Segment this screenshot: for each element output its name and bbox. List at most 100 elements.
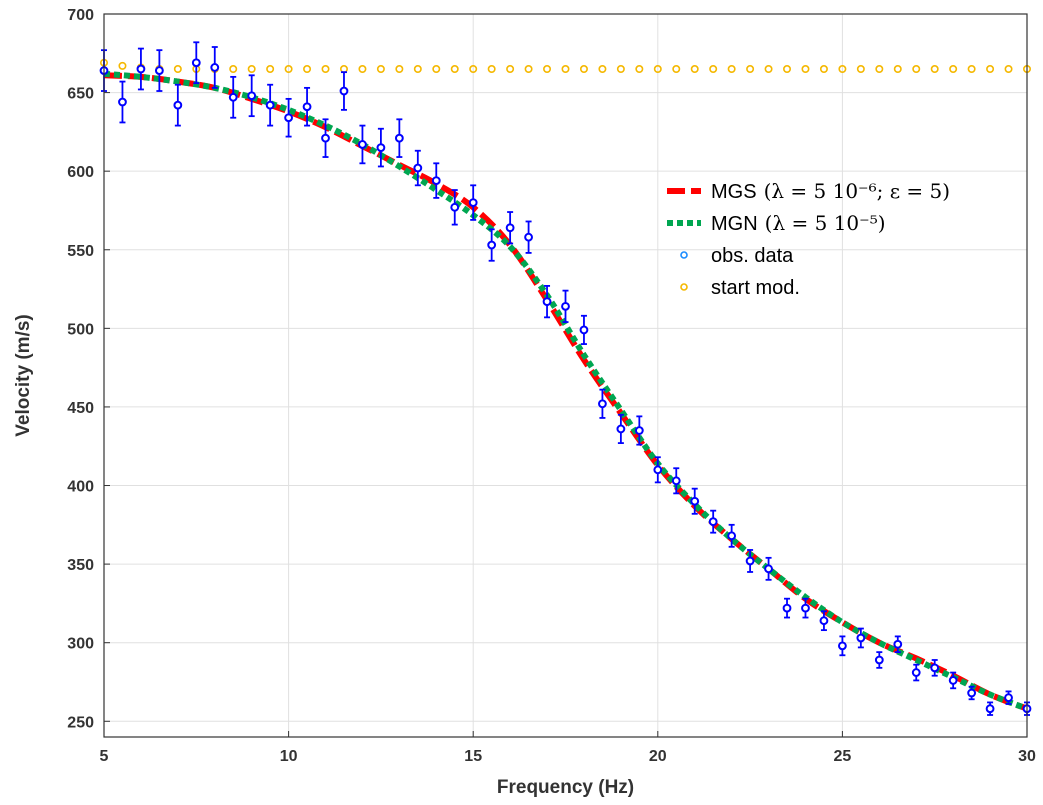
- start-model-point: [450, 65, 459, 74]
- obs-data-point: [431, 162, 441, 199]
- start-model-point: [746, 65, 755, 74]
- axis-ticks: 5 10 15 20 25 30 250 300 350 400 450 500 550 600 650 70…: [67, 7, 1036, 765]
- obs-marker: [616, 424, 626, 434]
- y-tick-label: 550: [67, 243, 94, 260]
- start-model-point: [432, 65, 441, 74]
- obs-data-point: [339, 71, 349, 111]
- obs-marker: [874, 655, 884, 665]
- obs-data-point: [265, 83, 275, 127]
- obs-data-point: [801, 597, 810, 619]
- obs-marker: [634, 426, 644, 435]
- start-model-point: [247, 65, 256, 74]
- obs-data-point: [671, 467, 681, 495]
- start-model-point: [561, 65, 570, 74]
- y-axis-label: Velocity (m/s): [13, 314, 34, 437]
- start-model-point: [875, 65, 884, 74]
- start-model-point: [912, 65, 921, 74]
- start-model-point: [653, 65, 662, 74]
- legend-swatch-obs: [680, 251, 688, 259]
- obs-marker: [708, 517, 718, 527]
- y-tick-label: 700: [67, 7, 94, 24]
- obs-data-point: [838, 635, 847, 657]
- obs-marker: [653, 465, 663, 475]
- x-tick-label: 25: [834, 748, 852, 765]
- obs-marker: [690, 496, 700, 506]
- obs-marker: [524, 232, 533, 242]
- obs-marker: [284, 113, 294, 123]
- obs-data-point: [745, 549, 755, 573]
- obs-data-point: [579, 314, 589, 345]
- obs-data-point: [394, 118, 404, 158]
- obs-marker: [118, 97, 127, 107]
- start-model-point: [303, 65, 312, 74]
- start-model-point: [339, 65, 348, 74]
- start-model-point: [1004, 65, 1013, 74]
- start-model-point: [709, 65, 718, 74]
- start-model-point: [524, 65, 533, 74]
- start-model-point: [321, 65, 330, 74]
- obs-marker: [745, 556, 755, 566]
- obs-data-point: [985, 701, 995, 716]
- obs-marker: [154, 66, 164, 75]
- start-model-point: [893, 65, 902, 74]
- obs-marker: [468, 198, 478, 208]
- start-model-point: [469, 65, 478, 74]
- obs-marker: [838, 641, 847, 651]
- obs-marker: [173, 100, 183, 110]
- start-model-point: [266, 65, 275, 74]
- obs-marker: [542, 297, 552, 307]
- start-model-point: [487, 65, 496, 74]
- start-model-point: [358, 65, 367, 74]
- obs-data-point: [598, 388, 607, 419]
- obs-marker: [302, 102, 312, 112]
- observed-data-series: [99, 41, 1032, 716]
- start-model-point: [819, 65, 828, 74]
- obs-data-point: [210, 46, 220, 89]
- start-model-point: [395, 65, 404, 74]
- obs-data-point: [634, 415, 644, 446]
- x-tick-label: 10: [280, 748, 298, 765]
- obs-data-point: [561, 289, 570, 323]
- start-model-series: [100, 58, 1031, 74]
- obs-data-point: [856, 627, 866, 649]
- obs-data-point: [413, 149, 423, 187]
- obs-marker: [819, 616, 829, 626]
- obs-marker: [782, 603, 792, 613]
- start-model-point: [967, 65, 976, 74]
- start-model-point: [173, 65, 182, 74]
- obs-data-point: [708, 509, 718, 534]
- start-model-point: [579, 65, 588, 74]
- y-tick-label: 250: [67, 714, 94, 731]
- obs-data-point: [376, 127, 386, 168]
- obs-marker: [191, 58, 201, 68]
- plot-frame: [103, 13, 1028, 738]
- y-tick-label: 400: [67, 479, 94, 496]
- x-tick-label: 30: [1018, 748, 1036, 765]
- obs-marker: [561, 301, 570, 311]
- obs-marker: [671, 476, 681, 486]
- start-model-point: [413, 65, 422, 74]
- obs-data-point: [874, 651, 884, 669]
- start-model-point: [543, 65, 552, 74]
- start-model-point: [635, 65, 644, 74]
- obs-data-point: [782, 597, 792, 619]
- obs-data-point: [948, 671, 958, 690]
- y-tick-label: 350: [67, 557, 94, 574]
- x-tick-label: 5: [100, 748, 109, 765]
- obs-data-point: [468, 184, 478, 221]
- obs-marker: [801, 603, 810, 613]
- obs-data-point: [542, 285, 552, 319]
- y-tick-label: 500: [67, 321, 94, 338]
- y-tick-label: 600: [67, 164, 94, 181]
- obs-data-point: [1004, 690, 1013, 705]
- legend-entry: MGN (λ = 5 10⁻⁵): [667, 211, 886, 235]
- obs-marker: [856, 633, 866, 643]
- obs-data-point: [487, 228, 497, 262]
- obs-marker: [136, 64, 146, 74]
- obs-marker: [505, 223, 515, 233]
- x-axis-label: Frequency (Hz): [497, 777, 634, 798]
- obs-data-point: [930, 659, 940, 677]
- start-model-point: [856, 65, 865, 74]
- obs-data-point: [616, 413, 626, 444]
